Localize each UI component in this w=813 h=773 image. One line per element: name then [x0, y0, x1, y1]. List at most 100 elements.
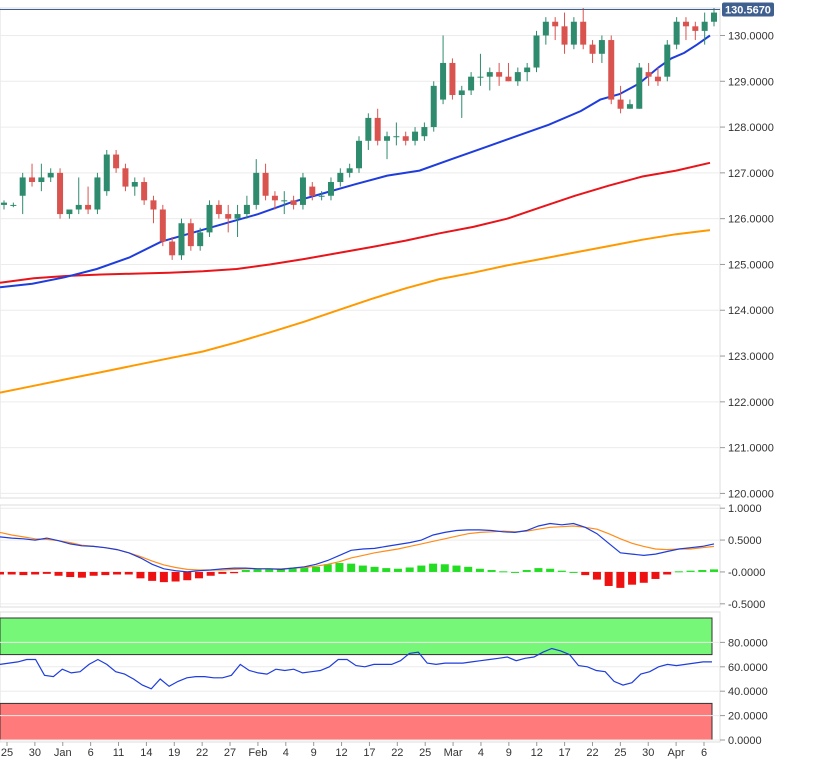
bearish-candle	[29, 163, 36, 187]
macd-histogram-bar	[698, 570, 707, 572]
rsi-gridlines	[0, 641, 720, 741]
candle-body	[374, 117, 381, 141]
candle-body	[542, 21, 549, 36]
candle-body	[337, 172, 344, 183]
macd-histogram-bar	[464, 566, 473, 572]
rsi-bands	[0, 617, 713, 741]
candle-body	[309, 186, 316, 196]
bullish-candle	[477, 53, 484, 86]
candle-body	[608, 40, 615, 100]
candle-body	[243, 204, 250, 215]
bearish-candle	[85, 186, 92, 215]
bullish-candle	[486, 67, 493, 91]
bullish-candle	[412, 127, 419, 146]
candle-body	[617, 99, 624, 109]
sma-slow-line	[0, 229, 711, 394]
date-tick-label: 4	[283, 747, 289, 759]
bearish-candle	[654, 67, 661, 86]
bearish-candle	[449, 58, 456, 100]
candle-body	[533, 35, 540, 68]
bearish-candle	[57, 168, 64, 219]
macd-histogram-bar	[19, 571, 28, 576]
candle-body	[552, 21, 559, 27]
candle-body	[10, 204, 17, 206]
bullish-candle	[206, 200, 213, 237]
bearish-candle	[505, 62, 512, 82]
bullish-candle	[421, 122, 428, 141]
candle-body	[29, 177, 36, 183]
macd-histogram-bar	[604, 571, 613, 586]
bearish-candle	[608, 35, 615, 105]
macd-histogram-bar	[511, 571, 520, 573]
macd-line	[0, 522, 715, 573]
price-tick-label: 125.0000	[728, 259, 774, 271]
bullish-candle	[533, 30, 540, 73]
date-tick-label: 9	[506, 747, 512, 759]
bullish-candle	[458, 85, 465, 118]
sma-mid-line	[0, 161, 711, 284]
bearish-candle	[374, 108, 381, 146]
candle-body	[412, 131, 419, 141]
macd-tick-label: -0.0000	[728, 567, 765, 579]
bullish-candle	[664, 40, 671, 82]
macd-histogram-bar	[101, 571, 110, 576]
macd-histogram-bar	[288, 568, 297, 572]
candlesticks	[1, 8, 717, 260]
rsi-tick-label: 40.0000	[728, 686, 768, 698]
macd-histogram-bar	[66, 571, 75, 578]
bullish-candle	[281, 191, 288, 215]
rsi-line	[0, 647, 712, 690]
rsi-line-path	[0, 647, 712, 690]
date-tick-label: 25	[1, 747, 13, 759]
price-tick-label: 127.0000	[728, 168, 774, 180]
macd-histogram-bar	[159, 571, 168, 583]
macd-histogram-bar	[440, 564, 449, 572]
price-tick-label: 126.0000	[728, 214, 774, 226]
candle-body	[47, 172, 54, 178]
bearish-candle	[159, 204, 166, 247]
candle-body	[299, 177, 306, 205]
price-panel[interactable]: 130.0000 129.0000 128.0000 127.0000 126.0000…	[0, 2, 774, 501]
bullish-candle	[356, 136, 362, 173]
candle-body	[524, 67, 531, 73]
macd-histogram-bar	[230, 571, 239, 574]
bullish-candle	[701, 12, 708, 45]
last-price-label: 130.5670	[725, 5, 771, 17]
macd-histogram-bar	[241, 570, 250, 572]
macd-histogram-bar	[557, 570, 566, 572]
macd-histogram-bar	[616, 571, 625, 588]
bullish-candle	[38, 163, 45, 192]
bearish-candle	[402, 131, 409, 146]
macd-histogram-bar	[42, 571, 51, 574]
candle-body	[206, 204, 213, 233]
candle-body	[253, 172, 260, 205]
date-tick-label: 25	[614, 747, 626, 759]
bearish-candle	[645, 62, 652, 86]
macd-histogram-bar	[136, 571, 145, 579]
bullish-candle	[711, 8, 717, 27]
candle-body	[636, 67, 643, 109]
macd-panel[interactable]: 1.0000 0.5000 -0.0000 -0.5000	[0, 503, 765, 611]
macd-histogram-bar	[0, 571, 4, 575]
bullish-candle	[178, 218, 185, 260]
bullish-candle	[468, 72, 475, 96]
bearish-candle	[141, 177, 148, 205]
date-tick-label: 9	[311, 747, 317, 759]
date-axis: 25 30 Jan 6 11 14 19 22 27 Feb 4 9 12 17 22 25 Mar 4 9 12 17…	[1, 742, 707, 759]
bullish-candle	[253, 159, 260, 210]
price-tick-label: 124.0000	[728, 305, 774, 317]
macd-histogram-bar	[382, 568, 391, 572]
macd-histogram-bar	[405, 567, 414, 572]
bearish-candle	[617, 85, 624, 114]
candle-body	[122, 168, 129, 187]
rsi-panel[interactable]: 80.0000 60.0000 40.0000 20.0000 0.0000	[0, 611, 768, 747]
bullish-candle	[197, 227, 204, 251]
bearish-candle	[561, 12, 568, 54]
candle-body	[654, 76, 661, 82]
macd-axis: 1.0000 0.5000 -0.0000 -0.5000	[720, 503, 765, 611]
candle-body	[701, 21, 708, 31]
macd-histogram-bar	[674, 571, 683, 573]
candle-body	[215, 204, 222, 215]
bearish-candle	[215, 200, 222, 219]
candle-body	[19, 177, 26, 196]
